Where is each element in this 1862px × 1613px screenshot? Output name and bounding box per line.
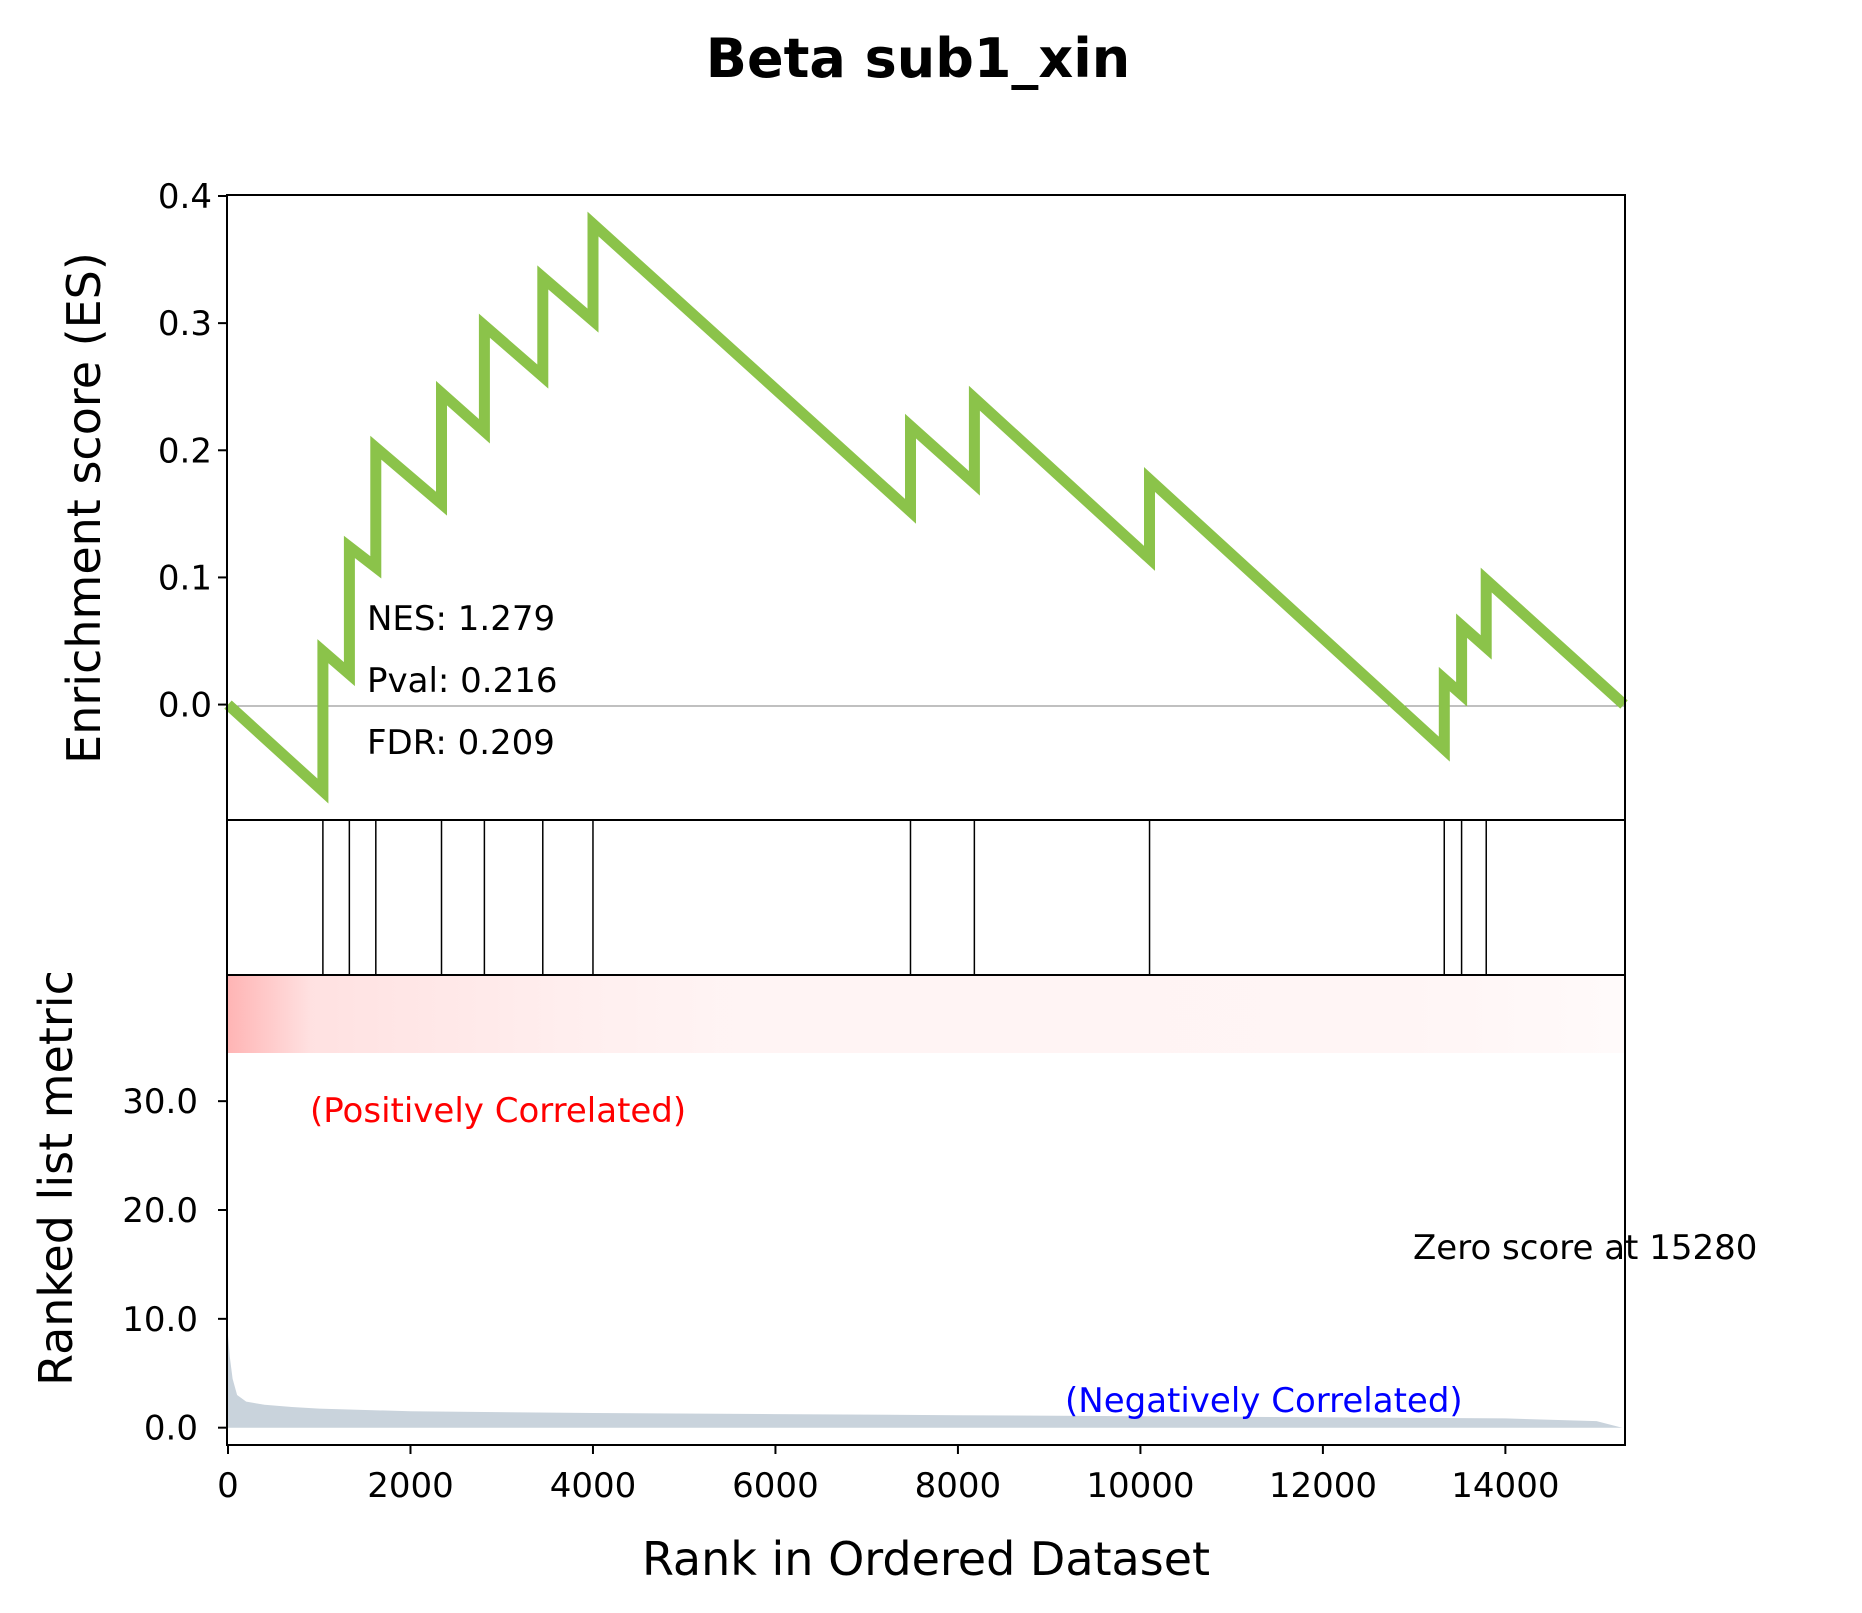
es-line: [224, 211, 1628, 804]
rank-y-axis-label: Ranked list metric: [29, 970, 83, 1386]
rank-y-tick-label: 30.0: [122, 1082, 198, 1122]
zero-score-label: Zero score at 15280: [1413, 1228, 1757, 1268]
rank-y-tick-label: 10.0: [122, 1300, 198, 1340]
rank-y-tick-label: 0.0: [144, 1409, 198, 1449]
hits-panel: [226, 819, 1626, 976]
rank-y-axis: 0.0 10.0 20.0 30.0: [122, 1082, 227, 1449]
x-axis: 0 2000 4000 6000 8000 10000 12000 14000: [217, 1445, 1559, 1506]
x-tick-label: 4000: [550, 1466, 637, 1506]
rank-panel: 0.010.020.030.0 (Positively Correlated) …: [29, 970, 1757, 1449]
ranked-metric-area: [228, 1335, 1623, 1428]
es-y-tick-label: 0.4: [158, 177, 212, 217]
chart-title: Beta sub1_xin: [706, 27, 1130, 90]
rank-y-tick-label: 20.0: [122, 1191, 198, 1231]
x-tick-label: 6000: [732, 1466, 819, 1506]
hits-panel-frame: [226, 819, 1626, 976]
es-y-tick-label: 0.0: [158, 686, 212, 726]
es-panel: 0.0 0.1 0.2 0.3 0.4 NES: 1.279 Pval: 0.216 F…: [57, 177, 1628, 821]
x-tick-label: 12000: [1269, 1466, 1377, 1506]
x-tick-label: 10000: [1086, 1466, 1194, 1506]
correlation-heatmap: [228, 976, 1624, 1053]
negative-correlation-label: (Negatively Correlated): [1065, 1381, 1463, 1421]
es-y-axis: 0.0 0.1 0.2 0.3 0.4: [158, 177, 227, 726]
es-y-tick-label: 0.3: [158, 304, 212, 344]
x-tick-label: 14000: [1451, 1466, 1559, 1506]
pval-annotation: Pval: 0.216: [367, 661, 558, 701]
nes-annotation: NES: 1.279: [367, 599, 555, 639]
hit-lines: [322, 821, 1487, 974]
fdr-annotation: FDR: 0.209: [367, 723, 555, 763]
es-y-axis-label: Enrichment score (ES): [57, 252, 111, 764]
x-axis-label: Rank in Ordered Dataset: [642, 1532, 1210, 1586]
rank-panel-frame: [226, 974, 1626, 1446]
es-y-tick-label: 0.2: [158, 431, 212, 471]
x-tick-label: 0: [217, 1466, 239, 1506]
positive-correlation-label: (Positively Correlated): [310, 1091, 686, 1131]
x-tick-label: 2000: [367, 1466, 454, 1506]
es-y-tick-label: 0.1: [158, 558, 212, 598]
x-tick-label: 8000: [915, 1466, 1002, 1506]
